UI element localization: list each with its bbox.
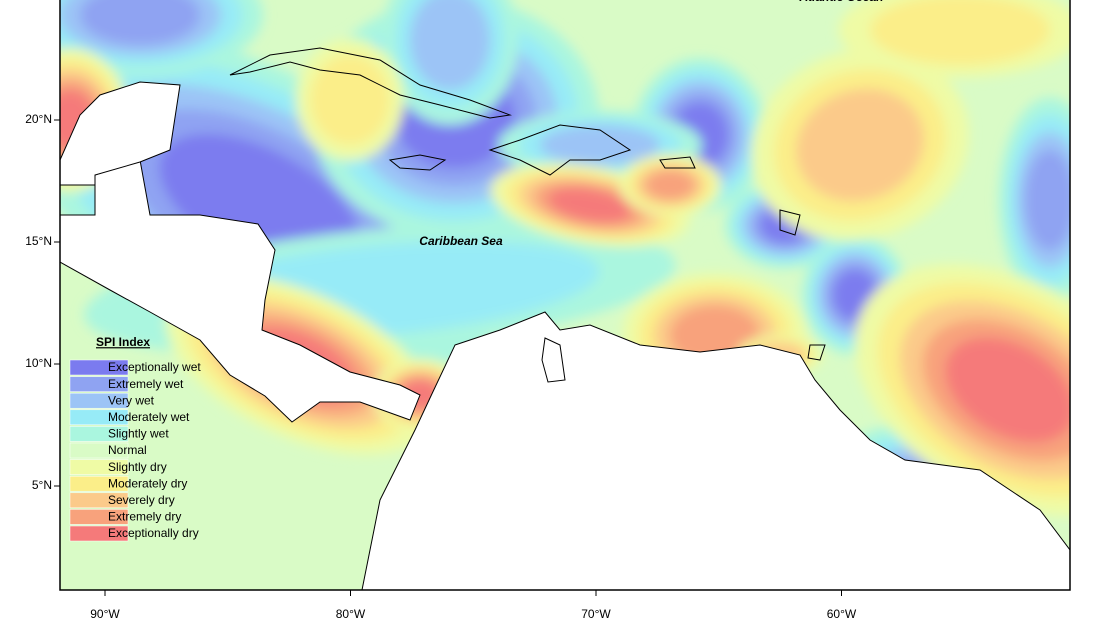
legend-label: Severely dry	[108, 493, 175, 507]
legend-swatch	[69, 492, 129, 509]
legend-label: Moderately wet	[108, 410, 190, 424]
spi-zone	[796, 88, 924, 202]
legend-swatch	[69, 359, 129, 376]
y-tick-label: 10°N	[25, 356, 52, 370]
legend-label: Extremely dry	[108, 510, 181, 524]
legend-label: Slightly dry	[108, 460, 167, 474]
spi-zone	[548, 187, 632, 223]
spi-zone	[1025, 150, 1070, 250]
legend-label: Extremely wet	[108, 377, 184, 391]
x-tick-label: 70°W	[581, 607, 611, 621]
legend-swatch	[69, 525, 129, 542]
legend-swatch	[69, 475, 129, 492]
spi-zone	[410, 0, 490, 90]
map-area	[60, 0, 1070, 590]
spi-zone	[540, 125, 660, 165]
x-tick-label: 80°W	[336, 607, 366, 621]
spi-zone	[945, 337, 1070, 443]
legend-label: Exceptionally wet	[108, 360, 201, 374]
y-tick-label: 5°N	[32, 478, 52, 492]
legend-swatch	[69, 509, 129, 525]
place-label: Atlantic Ocean	[798, 0, 883, 4]
legend-swatch	[69, 409, 129, 426]
x-tick-label: 90°W	[90, 607, 120, 621]
spi-zone	[870, 0, 1050, 65]
legend-label: Moderately dry	[108, 476, 187, 490]
legend-swatch	[69, 376, 129, 392]
y-tick-label: 15°N	[25, 234, 52, 248]
legend-label: Normal	[108, 443, 147, 457]
legend-swatch	[69, 392, 129, 409]
spi-zone	[645, 170, 695, 200]
legend-swatch	[69, 426, 129, 442]
land	[60, 81, 1070, 590]
legend-title: SPI Index	[96, 335, 150, 349]
x-tick-label: 60°W	[827, 607, 857, 621]
place-label: Caribbean Sea	[419, 234, 503, 248]
spi-zone	[310, 55, 390, 145]
y-tick-label: 20°N	[25, 112, 52, 126]
island-outlines	[229, 47, 826, 361]
legend-swatch	[69, 459, 129, 475]
spi-zone	[80, 0, 200, 45]
map-frame	[59, 0, 1071, 591]
legend-label: Exceptionally dry	[108, 526, 199, 540]
legend-label: Very wet	[108, 393, 155, 407]
legend-label: Slightly wet	[108, 427, 169, 441]
legend-swatch	[69, 442, 129, 459]
